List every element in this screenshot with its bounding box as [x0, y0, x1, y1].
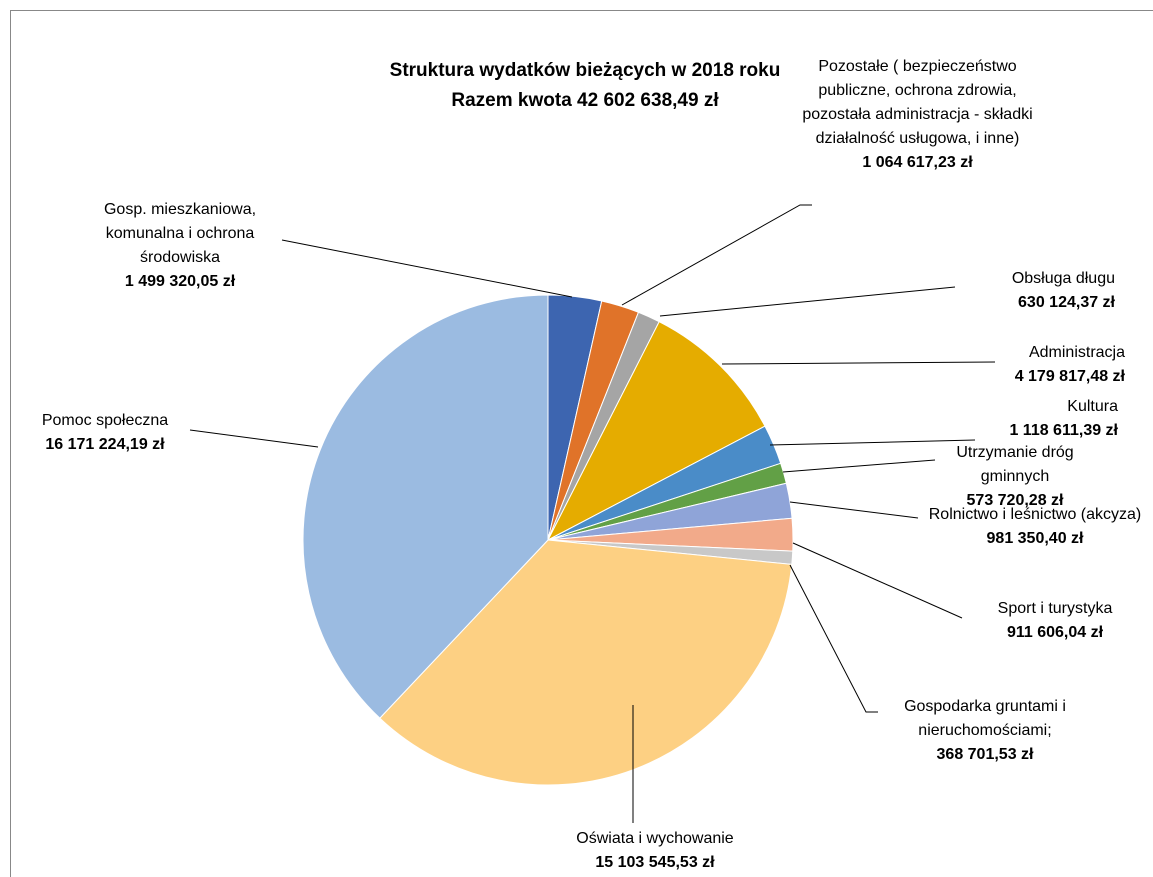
category-name: Oświata i wychowanie [576, 830, 734, 847]
value-label: 15 103 545,53 zł [595, 854, 715, 871]
value-label: 1 118 611,39 zł [1009, 422, 1118, 439]
frame [10, 10, 1153, 877]
category-name: Gosp. mieszkaniowa, komunalna i ochrona … [103, 201, 257, 266]
leader-line [189, 429, 319, 448]
value-label: 1 499 320,05 zł [124, 273, 236, 290]
category-name: Utrzymanie dróg gminnych [956, 444, 1074, 485]
category-name: Rolnictwo i leśnictwo (akcyza) [928, 506, 1142, 523]
value-label: 16 171 224,19 zł [45, 436, 165, 453]
slice-label: Pozostałe ( bezpieczeństwo publiczne, oc… [795, 55, 1040, 175]
value-label: 368 701,53 zł [936, 746, 1034, 763]
value-label: 630 124,37 zł [1018, 294, 1115, 311]
value-label: 1 064 617,23 zł [862, 154, 973, 171]
category-name: Kultura [1067, 398, 1118, 415]
leader-line [769, 439, 976, 446]
leader-line [789, 564, 878, 713]
slice-label: Sport i turystyka 911 606,04 zł [960, 597, 1150, 645]
chart-title: Struktura wydatków bieżących w 2018 roku [389, 60, 781, 81]
category-name: Pomoc społeczna [41, 412, 169, 429]
category-name: Sport i turystyka [997, 600, 1113, 617]
slice-label: Gosp. mieszkaniowa, komunalna i ochrona … [70, 198, 290, 294]
leader-line [621, 204, 812, 306]
pie-slice [302, 294, 549, 719]
slice-label: Pomoc społeczna 16 171 224,19 zł [10, 409, 200, 457]
value-label: 4 179 817,48 zł [1014, 368, 1125, 385]
value-label: 573 720,28 zł [966, 492, 1064, 509]
leader-line [792, 542, 963, 619]
chart-subtitle: Razem kwota 42 602 638,49 zł [451, 90, 719, 111]
leader-line [659, 286, 956, 317]
leader-line [281, 239, 573, 298]
slice-label: Obsługa długu 630 124,37 zł [930, 267, 1115, 315]
slice-label: Utrzymanie dróg gminnych 573 720,28 zł [930, 441, 1100, 513]
value-label: 981 350,40 zł [986, 530, 1084, 547]
value-label: 911 606,04 zł [1006, 624, 1104, 641]
slice-label: Gospodarka gruntami i nieruchomościami; 3… [870, 695, 1100, 767]
slice-label: Rolnictwo i leśnictwo (akcyza) 981 350,40… [915, 503, 1153, 551]
leader-line [782, 459, 936, 473]
category-name: Gospodarka gruntami i nieruchomościami; [904, 698, 1066, 739]
slice-label: Oświata i wychowanie 15 103 545,53 zł [530, 827, 780, 875]
leader-line [721, 361, 996, 365]
category-name: Obsługa długu [1011, 270, 1115, 287]
slice-label: Administracja 4 179 817,48 zł [930, 341, 1125, 389]
pie-slice [546, 321, 766, 542]
slice-label: Kultura 1 118 611,39 zł [930, 395, 1118, 443]
category-name: Pozostałe ( bezpieczeństwo publiczne, oc… [802, 58, 1033, 147]
leader-line [789, 501, 919, 519]
pie-slice [379, 539, 793, 786]
category-name: Administracja [1028, 344, 1125, 361]
